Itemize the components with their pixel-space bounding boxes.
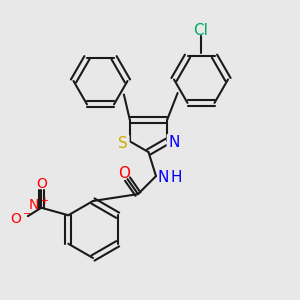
Text: N$^+$: N$^+$ bbox=[28, 196, 49, 213]
Text: O$^-$: O$^-$ bbox=[10, 212, 32, 226]
Text: S: S bbox=[118, 136, 128, 151]
Text: H: H bbox=[171, 170, 182, 185]
Text: N: N bbox=[158, 170, 169, 185]
Text: Cl: Cl bbox=[194, 23, 208, 38]
Text: O: O bbox=[36, 177, 47, 191]
Text: N: N bbox=[168, 135, 179, 150]
Text: O: O bbox=[118, 166, 130, 181]
